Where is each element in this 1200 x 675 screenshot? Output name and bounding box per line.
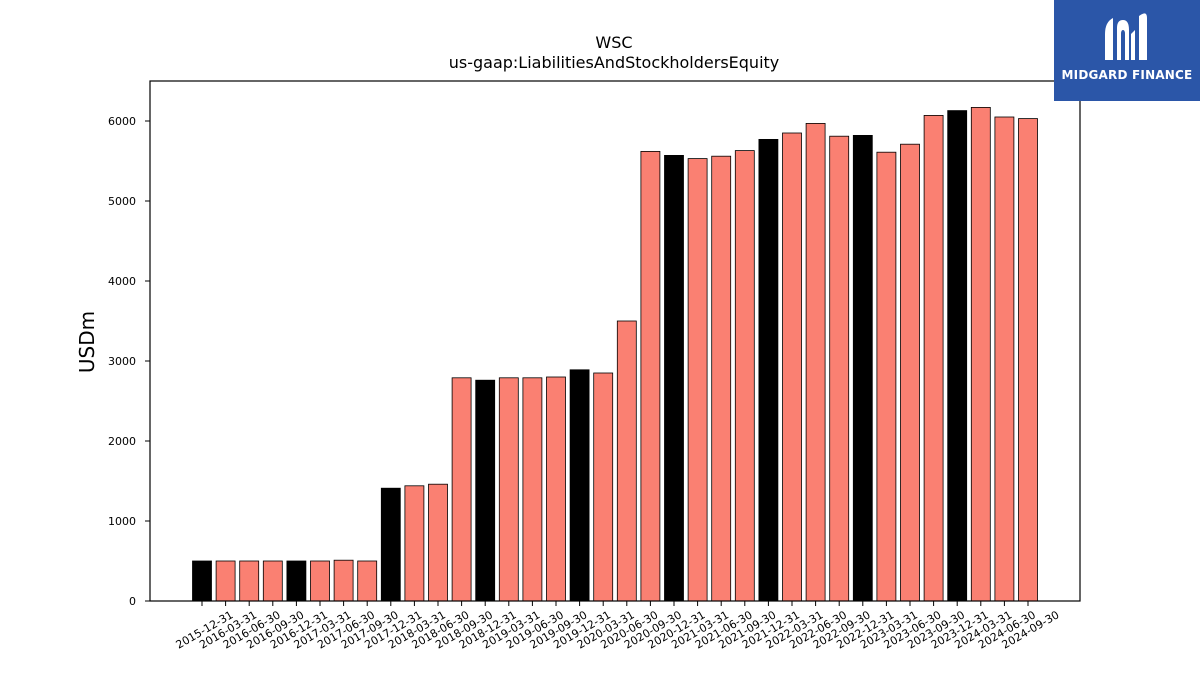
bar-2018-09-30	[451, 377, 472, 602]
bar-2024-09-30	[1018, 118, 1038, 602]
bar-2018-03-31	[404, 485, 425, 602]
bar-2017-06-30	[333, 559, 354, 602]
bar-2016-06-30	[239, 560, 260, 602]
bar-2021-03-31	[687, 158, 708, 602]
bar-2018-06-30	[428, 483, 448, 602]
y-tick-label: 3000	[108, 355, 136, 368]
bar-2015-12-31	[192, 560, 212, 602]
bar-2020-06-30	[616, 320, 637, 602]
chart-subtitle: us-gaap:LiabilitiesAndStockholdersEquity	[449, 53, 780, 72]
midgard-logo-icon	[1105, 13, 1147, 60]
bar-2017-09-30	[357, 560, 378, 602]
bar-2020-03-31	[593, 372, 614, 602]
y-tick-label: 2000	[108, 435, 136, 448]
bar-2023-06-30	[900, 143, 920, 602]
bar-2016-03-31	[215, 560, 236, 602]
bar-2021-06-30	[711, 155, 732, 602]
logo-text: MIDGARD FINANCE	[1061, 68, 1193, 82]
bar-2017-12-31	[380, 487, 401, 602]
bar-2017-03-31	[310, 560, 330, 602]
bars-group	[192, 107, 1038, 602]
y-tick-label: 6000	[108, 115, 136, 128]
bar-2019-03-31	[498, 377, 519, 602]
bar-2019-09-30	[546, 376, 566, 602]
bar-2024-03-31	[970, 107, 991, 602]
x-axis: 2015-12-312016-03-312016-06-302016-09-30…	[174, 601, 1062, 652]
bar-2020-09-30	[640, 150, 661, 602]
y-tick-label: 4000	[108, 275, 136, 288]
y-tick-label: 0	[129, 595, 136, 608]
bar-2019-12-31	[569, 369, 590, 602]
brand-logo: MIDGARD FINANCE	[1054, 0, 1200, 101]
bar-2023-09-30	[923, 115, 944, 602]
bar-2018-12-31	[475, 379, 496, 602]
bar-2023-03-31	[876, 151, 897, 602]
bar-2022-12-31	[852, 134, 873, 602]
bar-2022-09-30	[829, 135, 850, 602]
y-axis: 0 1000 2000 3000 4000 5000 6000	[108, 115, 150, 608]
bar-2016-09-30	[262, 560, 283, 602]
bar-2021-09-30	[734, 150, 755, 602]
bar-2022-03-31	[782, 132, 802, 602]
bar-2023-12-31	[947, 110, 968, 602]
bar-2024-06-30	[994, 116, 1015, 602]
bar-2019-06-30	[522, 377, 543, 602]
bar-2021-12-31	[758, 138, 779, 602]
plot-frame	[149, 80, 1081, 602]
chart-title: WSC	[595, 33, 632, 52]
bar-2016-12-31	[286, 560, 307, 602]
bar-2020-12-31	[664, 154, 684, 602]
y-tick-label: 1000	[108, 515, 136, 528]
y-tick-label: 5000	[108, 195, 136, 208]
bar-2022-06-30	[805, 123, 826, 602]
y-axis-label: USDm	[75, 311, 99, 373]
